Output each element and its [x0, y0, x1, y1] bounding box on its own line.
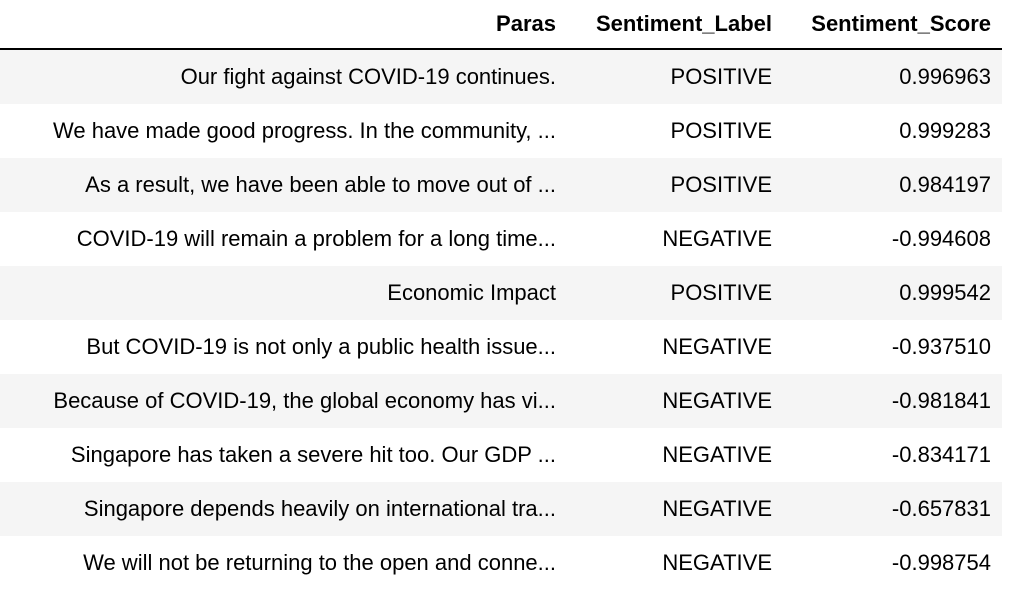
table-row: We have made good progress. In the commu…	[0, 104, 1002, 158]
cell-sentiment-score: -0.937510	[891, 334, 991, 359]
cell-sentiment-score: -0.981841	[891, 388, 991, 413]
cell-paras: Our fight against COVID-19 continues.	[180, 64, 556, 89]
header-paras: Paras	[0, 0, 567, 50]
cell-sentiment-score: -0.994608	[891, 226, 991, 251]
header-sentiment-label: Sentiment_Label	[567, 0, 783, 50]
cell-sentiment-label: NEGATIVE	[662, 388, 772, 413]
table-header: Paras Sentiment_Label Sentiment_Score	[0, 0, 1002, 50]
cell-paras: Singapore has taken a severe hit too. Ou…	[70, 442, 556, 467]
cell-sentiment-score: 0.999542	[899, 280, 991, 305]
cell-paras: COVID-19 will remain a problem for a lon…	[76, 226, 556, 251]
cell-sentiment-label: NEGATIVE	[662, 334, 772, 359]
cell-paras: Singapore depends heavily on internation…	[83, 496, 556, 521]
cell-sentiment-score: 0.996963	[899, 64, 991, 89]
cell-paras: As a result, we have been able to move o…	[85, 172, 556, 197]
cell-paras: Economic Impact	[387, 280, 556, 305]
cell-sentiment-label: POSITIVE	[670, 118, 772, 143]
table-row: But COVID-19 is not only a public health…	[0, 320, 1002, 374]
cell-paras: We have made good progress. In the commu…	[53, 118, 556, 143]
table-row: Because of COVID-19, the global economy …	[0, 374, 1002, 428]
table-body: Our fight against COVID-19 continues. PO…	[0, 49, 1002, 590]
table-row: Singapore depends heavily on internation…	[0, 482, 1002, 536]
table-row: Economic Impact POSITIVE 0.999542	[0, 266, 1002, 320]
cell-sentiment-score: -0.998754	[891, 550, 991, 575]
table-row: As a result, we have been able to move o…	[0, 158, 1002, 212]
cell-paras: But COVID-19 is not only a public health…	[86, 334, 556, 359]
cell-paras: We will not be returning to the open and…	[83, 550, 556, 575]
header-row: Paras Sentiment_Label Sentiment_Score	[0, 0, 1002, 50]
cell-sentiment-score: -0.657831	[891, 496, 991, 521]
cell-sentiment-label: POSITIVE	[670, 172, 772, 197]
cell-sentiment-label: NEGATIVE	[662, 496, 772, 521]
cell-paras: Because of COVID-19, the global economy …	[53, 388, 556, 413]
table-row: We will not be returning to the open and…	[0, 536, 1002, 590]
cell-sentiment-score: 0.999283	[899, 118, 991, 143]
table-row: Singapore has taken a severe hit too. Ou…	[0, 428, 1002, 482]
table-row: COVID-19 will remain a problem for a lon…	[0, 212, 1002, 266]
sentiment-table: Paras Sentiment_Label Sentiment_Score Ou…	[0, 0, 1002, 590]
cell-sentiment-label: NEGATIVE	[662, 226, 772, 251]
cell-sentiment-score: 0.984197	[899, 172, 991, 197]
cell-sentiment-label: NEGATIVE	[662, 442, 772, 467]
header-sentiment-score: Sentiment_Score	[783, 0, 1002, 50]
cell-sentiment-label: POSITIVE	[670, 64, 772, 89]
cell-sentiment-label: NEGATIVE	[662, 550, 772, 575]
cell-sentiment-score: -0.834171	[891, 442, 991, 467]
cell-sentiment-label: POSITIVE	[670, 280, 772, 305]
table-row: Our fight against COVID-19 continues. PO…	[0, 49, 1002, 104]
